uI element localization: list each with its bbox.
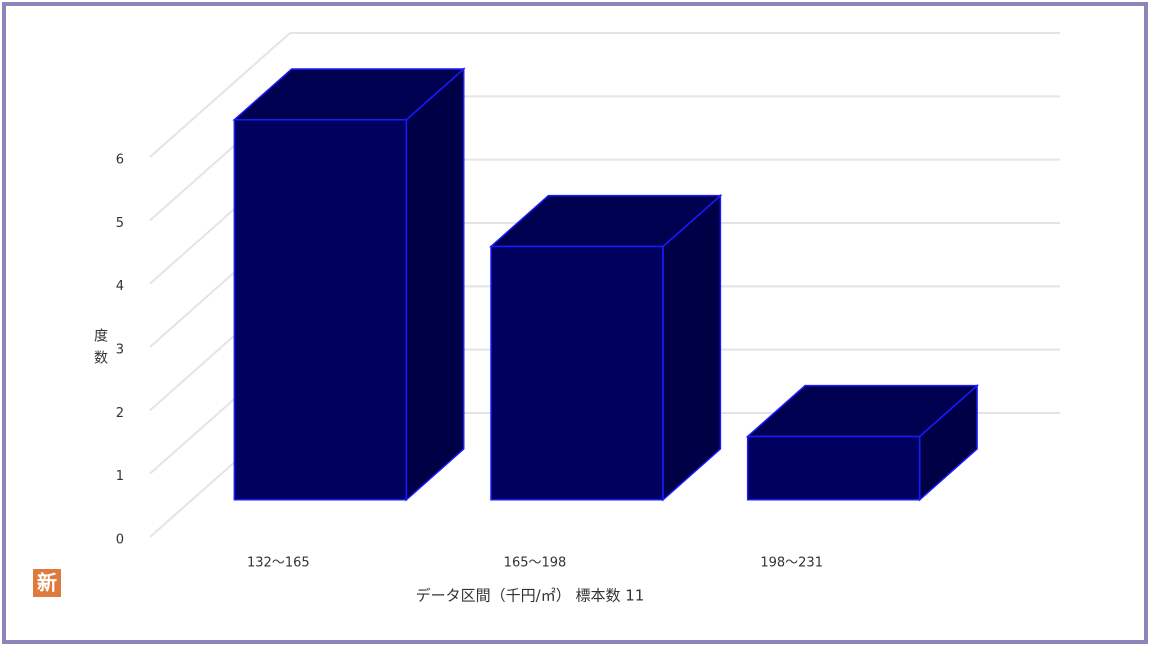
bar-side bbox=[405, 67, 465, 502]
grid-line bbox=[149, 32, 291, 158]
y-axis-label: 度数 bbox=[92, 328, 108, 372]
y-tick-label: 0 bbox=[116, 533, 124, 548]
badge: 新 bbox=[37, 571, 57, 595]
x-tick-label: 132～165 bbox=[247, 556, 310, 571]
badge-bg bbox=[33, 569, 61, 597]
y-tick-label: 1 bbox=[116, 469, 124, 484]
bar bbox=[490, 245, 664, 501]
y-tick-label: 5 bbox=[116, 216, 124, 231]
x-tick-label: 198～231 bbox=[760, 556, 823, 571]
bar bbox=[233, 119, 408, 501]
y-tick-label: 4 bbox=[116, 279, 124, 294]
x-axis-label: データ区間（千円/㎡） 標本数 11 bbox=[416, 587, 645, 605]
x-tick-label: 165～198 bbox=[504, 556, 567, 571]
y-tick-label: 2 bbox=[116, 406, 124, 421]
bar-side bbox=[662, 193, 722, 502]
y-tick-label: 3 bbox=[116, 343, 124, 358]
y-tick-label: 6 bbox=[116, 153, 124, 168]
bar bbox=[746, 435, 921, 501]
